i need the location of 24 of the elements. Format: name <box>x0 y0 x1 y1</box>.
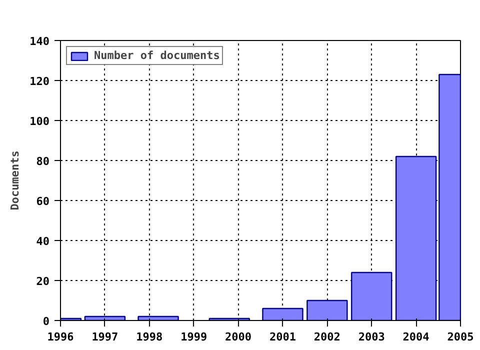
y-tick-label: 0 <box>42 315 50 328</box>
bar <box>262 308 304 320</box>
legend-label: Number of documents <box>94 49 220 62</box>
y-tick-label: 120 <box>30 75 50 88</box>
x-tick-label: 1996 <box>47 330 74 344</box>
y-tick-label: 60 <box>36 195 50 208</box>
y-tick-label: 20 <box>36 275 50 288</box>
y-axis-title: Documents <box>8 150 22 210</box>
y-tick-label: 100 <box>30 115 50 128</box>
x-tick-label: 2005 <box>447 330 474 344</box>
bar <box>306 300 348 320</box>
bar <box>351 272 392 320</box>
y-tick-label: 80 <box>36 155 50 168</box>
x-tick-label: 2003 <box>358 330 385 344</box>
x-tick-label: 1998 <box>136 330 163 344</box>
x-tick-label: 2002 <box>314 330 340 344</box>
x-tick-label: 2000 <box>225 330 252 344</box>
x-tick-label: 1997 <box>92 330 118 344</box>
y-tick-label: 140 <box>30 35 50 48</box>
x-tick-label: 1999 <box>180 330 208 344</box>
x-tick-label: 2004 <box>402 330 430 344</box>
x-tick-label: 2001 <box>269 330 296 344</box>
bar <box>395 156 437 320</box>
y-tick-label: 40 <box>36 235 50 248</box>
